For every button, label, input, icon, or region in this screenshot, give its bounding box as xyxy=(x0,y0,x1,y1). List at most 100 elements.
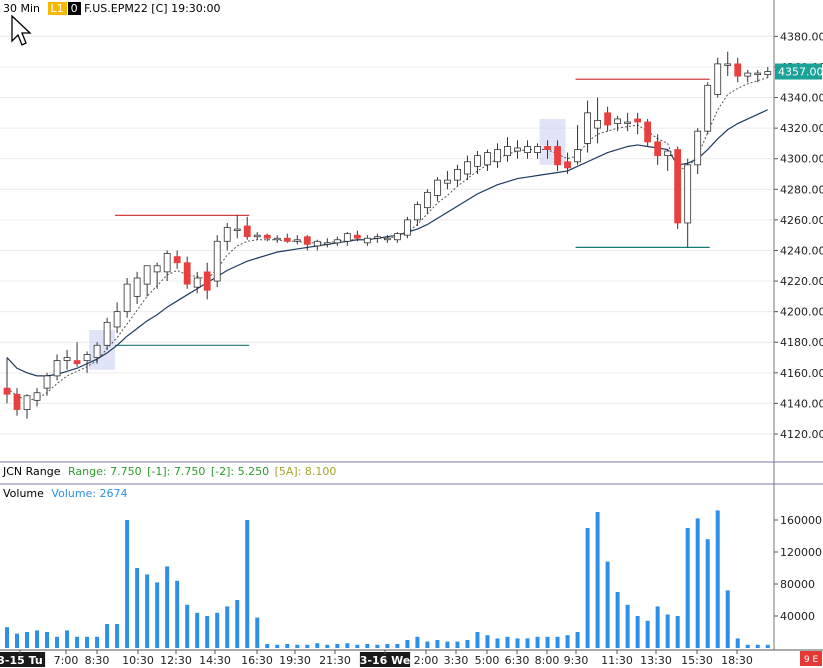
volume-bar xyxy=(665,614,670,648)
corner-badge xyxy=(800,651,822,666)
volume-bar xyxy=(215,612,220,648)
candle-body xyxy=(734,63,742,77)
candle xyxy=(524,140,531,159)
volume-bar xyxy=(755,644,760,648)
volume-bar xyxy=(395,644,400,648)
candle-body xyxy=(343,233,351,242)
candle xyxy=(534,143,541,159)
volume-bar xyxy=(285,644,290,648)
candle xyxy=(113,302,121,334)
volume-bar xyxy=(105,624,110,648)
candle xyxy=(424,189,431,214)
candle xyxy=(634,112,642,135)
volume-bar xyxy=(505,636,510,648)
volume-bar xyxy=(255,617,260,648)
candle xyxy=(183,256,191,289)
candle xyxy=(564,152,571,174)
symbol-info[interactable]: F.US.EPM22 [C] 19:30:00 xyxy=(84,2,221,15)
candle-body xyxy=(414,204,421,221)
volume-bar xyxy=(705,539,710,648)
date-label-bg xyxy=(359,652,411,667)
range-minus2: [-2]: 5.250 xyxy=(210,465,270,478)
candle-body xyxy=(183,262,191,285)
candle xyxy=(594,97,601,144)
candle xyxy=(674,146,682,230)
volume-bar xyxy=(515,638,520,648)
candle xyxy=(363,235,371,246)
candle xyxy=(514,140,521,159)
candle-body xyxy=(634,118,642,123)
time-tick-label: 7:00 xyxy=(54,654,79,667)
range-pane-title[interactable]: JCN Range xyxy=(3,465,61,478)
volume-pane-title[interactable]: Volume xyxy=(3,487,44,500)
volume-bar xyxy=(225,606,230,648)
chart-header: 30 Min L1 0 F.US.EPM22 [C] 19:30:00 xyxy=(3,2,220,15)
candle xyxy=(684,158,692,248)
candle xyxy=(203,262,211,300)
candle xyxy=(654,134,662,165)
time-axis: 3-15 Tu 7:00 8:30 10:30 12:30 14:30 16:30 19:30… xyxy=(0,650,822,667)
volume-bar xyxy=(275,644,280,648)
candle xyxy=(3,357,11,404)
time-tick-label: 12:30 xyxy=(160,654,192,667)
price-tick-label: 4280.00 xyxy=(780,183,823,196)
candle-body xyxy=(494,149,501,163)
time-tick-label: 9:30 xyxy=(564,654,589,667)
time-tick-label: 21:30 xyxy=(319,654,351,667)
fast-moving-average-line xyxy=(6,77,768,401)
volume-bar xyxy=(525,638,530,648)
candle-body xyxy=(624,121,632,124)
time-tick-label: 8:30 xyxy=(85,654,110,667)
candle-body xyxy=(484,152,491,166)
candle xyxy=(293,235,301,245)
candle-body xyxy=(474,155,481,167)
volume-value: Volume: 2674 xyxy=(51,487,128,500)
volume-tick-label: 80000 xyxy=(780,578,815,591)
candle-body xyxy=(594,120,601,129)
timeframe-label[interactable]: 30 Min xyxy=(3,2,41,15)
candle xyxy=(253,232,261,240)
candle xyxy=(574,125,581,165)
volume-bar xyxy=(625,604,630,648)
volume-bar xyxy=(645,620,650,648)
price-tick-label: 4240.00 xyxy=(780,244,823,257)
volume-bar xyxy=(405,640,410,648)
l1-badge[interactable]: L1 xyxy=(47,2,67,15)
candle-body xyxy=(223,227,231,242)
candle xyxy=(754,70,762,83)
candle-body xyxy=(514,147,521,152)
volume-bar xyxy=(125,520,130,648)
candle xyxy=(333,236,341,246)
candle-body xyxy=(133,277,141,297)
volume-bar xyxy=(145,574,150,648)
volume-bar xyxy=(35,630,40,648)
candle xyxy=(143,265,151,297)
volume-bar xyxy=(95,636,100,648)
volume-bar xyxy=(295,644,300,648)
candle-body xyxy=(524,146,531,153)
candle xyxy=(23,394,31,419)
candle xyxy=(313,239,321,251)
volume-bar xyxy=(335,644,340,648)
range-avg5: [5A]: 8.100 xyxy=(274,465,337,478)
time-tick-label: 11:30 xyxy=(601,654,633,667)
volume-bar xyxy=(245,520,250,648)
volume-bar xyxy=(185,604,190,648)
candle-body xyxy=(283,237,291,242)
candle xyxy=(13,388,21,416)
candle xyxy=(484,149,491,171)
volume-bar xyxy=(435,640,440,648)
volume-bar xyxy=(15,633,20,648)
volume-bar xyxy=(355,644,360,648)
candle-body xyxy=(83,354,91,361)
candle xyxy=(323,238,331,248)
candle xyxy=(43,372,51,396)
candle-body xyxy=(574,149,581,163)
range-minus1: [-1]: 7.750 xyxy=(147,465,206,478)
volume-bar xyxy=(605,561,610,648)
time-tick-label: 19:30 xyxy=(279,654,311,667)
candle-body xyxy=(714,63,722,95)
candle-body xyxy=(153,265,161,273)
candle-body xyxy=(53,360,61,377)
